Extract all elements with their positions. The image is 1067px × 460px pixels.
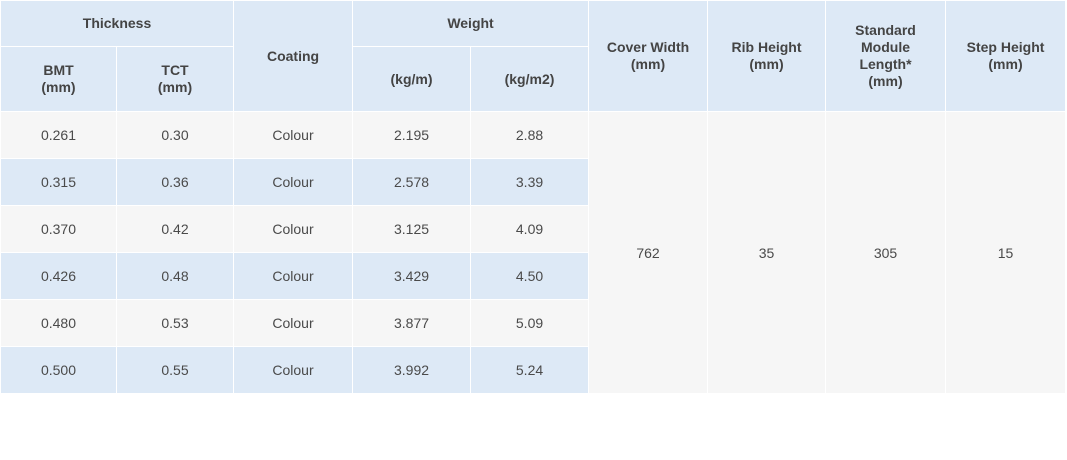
kg-per-m2-cell: 3.39 bbox=[470, 158, 590, 206]
kg-per-m2-header: (kg/m2) bbox=[470, 46, 590, 112]
module-length-unit: (mm) bbox=[868, 73, 903, 89]
kg-per-m2-cell: 2.88 bbox=[470, 111, 590, 159]
kg-per-m2-cell: 4.09 bbox=[470, 205, 590, 253]
coating-cell: Colour bbox=[233, 299, 354, 347]
coating-cell: Colour bbox=[233, 158, 354, 206]
module-length-label-2: Module bbox=[861, 39, 911, 55]
kg-per-m-header: (kg/m) bbox=[352, 46, 472, 112]
kg-per-m2-cell: 5.09 bbox=[470, 299, 590, 347]
module-length-label-3: Length* bbox=[859, 56, 912, 72]
bmt-cell: 0.480 bbox=[0, 299, 117, 347]
rib-height-header: Rib Height (mm) bbox=[707, 0, 827, 112]
kg-per-m-cell: 3.125 bbox=[352, 205, 472, 253]
bmt-cell: 0.500 bbox=[0, 346, 117, 394]
kg-per-m-cell: 3.877 bbox=[352, 299, 472, 347]
bmt-cell: 0.370 bbox=[0, 205, 117, 253]
bmt-label: BMT bbox=[43, 62, 74, 78]
cover-width-label: Cover Width bbox=[606, 39, 690, 55]
rib-height-unit: (mm) bbox=[749, 56, 784, 72]
table-row: 0.261 0.30 Colour 2.195 2.88 762 35 305 … bbox=[0, 111, 1067, 394]
tct-cell: 0.42 bbox=[115, 205, 235, 253]
cover-width-cell: 762 bbox=[588, 111, 709, 394]
kg-per-m-cell: 2.578 bbox=[352, 158, 472, 206]
tct-header: TCT (mm) bbox=[115, 46, 235, 112]
table-row: 0.370 0.42 Colour 3.125 4.09 bbox=[0, 205, 1066, 253]
rib-height-cell: 35 bbox=[707, 111, 827, 394]
tct-cell: 0.53 bbox=[115, 299, 235, 347]
module-length-label-1: Standard bbox=[855, 22, 916, 38]
step-height-unit: (mm) bbox=[988, 56, 1023, 72]
bmt-cell: 0.315 bbox=[0, 158, 117, 206]
kg-per-m2-cell: 5.24 bbox=[470, 346, 590, 394]
weight-header: Weight bbox=[352, 0, 590, 47]
tct-label: TCT bbox=[161, 62, 189, 78]
bmt-cell: 0.426 bbox=[0, 252, 117, 300]
tct-cell: 0.36 bbox=[115, 158, 235, 206]
rib-height-label: Rib Height bbox=[731, 39, 802, 55]
tct-cell: 0.55 bbox=[115, 346, 235, 394]
step-height-header: Step Height (mm) bbox=[945, 0, 1067, 112]
step-height-label: Step Height bbox=[966, 39, 1045, 55]
table-row: 0.480 0.53 Colour 3.877 5.09 bbox=[0, 299, 1066, 347]
specification-table: Thickness Coating Weight Cover Width (mm… bbox=[0, 0, 1067, 394]
kg-per-m-cell: 3.992 bbox=[352, 346, 472, 394]
coating-cell: Colour bbox=[233, 205, 354, 253]
coating-header: Coating bbox=[233, 0, 354, 112]
step-height-cell: 15 bbox=[945, 111, 1067, 394]
bmt-cell: 0.261 bbox=[0, 111, 117, 159]
cover-width-header: Cover Width (mm) bbox=[588, 0, 709, 112]
coating-cell: Colour bbox=[233, 346, 354, 394]
coating-cell: Colour bbox=[233, 252, 354, 300]
bmt-header: BMT (mm) bbox=[0, 46, 117, 112]
cover-width-unit: (mm) bbox=[630, 56, 666, 72]
bmt-unit: (mm) bbox=[41, 79, 76, 95]
thickness-header: Thickness bbox=[0, 0, 235, 47]
kg-per-m2-cell: 4.50 bbox=[470, 252, 590, 300]
module-length-cell: 305 bbox=[825, 111, 947, 394]
tct-unit: (mm) bbox=[157, 79, 193, 95]
table-row: 0.315 0.36 Colour 2.578 3.39 bbox=[0, 158, 1066, 206]
table-row: 0.500 0.55 Colour 3.992 5.24 bbox=[0, 346, 1066, 394]
table-row: 0.426 0.48 Colour 3.429 4.50 bbox=[0, 252, 1066, 300]
kg-per-m-cell: 2.195 bbox=[352, 111, 472, 159]
coating-cell: Colour bbox=[233, 111, 354, 159]
tct-cell: 0.48 bbox=[115, 252, 235, 300]
tct-cell: 0.30 bbox=[115, 111, 235, 159]
kg-per-m-cell: 3.429 bbox=[352, 252, 472, 300]
module-length-header: Standard Module Length* (mm) bbox=[825, 0, 947, 112]
